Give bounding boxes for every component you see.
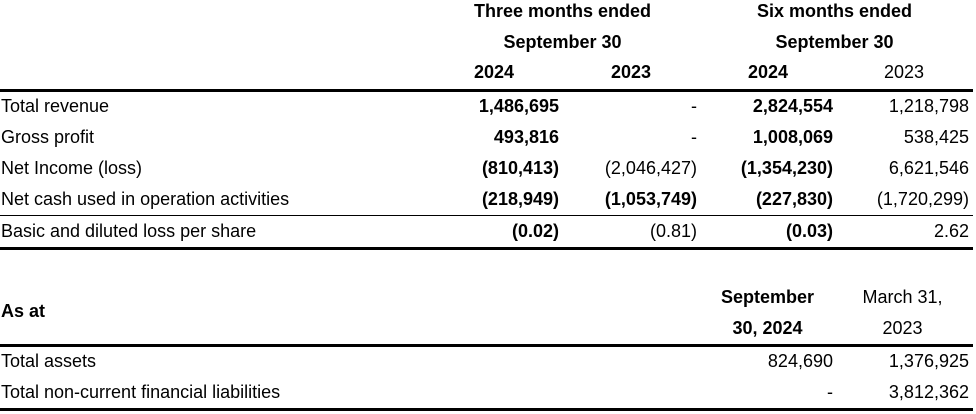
header-three-months-line1: Three months ended bbox=[473, 1, 652, 21]
cell-eps-3m-2024: (0.02) bbox=[511, 221, 559, 241]
cell-netincome-6m-2024: (1,354,230) bbox=[740, 158, 833, 178]
row-divider bbox=[0, 215, 973, 216]
row-label-gross-profit: Gross profit bbox=[1, 127, 95, 147]
row-label-total-assets: Total assets bbox=[1, 351, 97, 371]
cell-eps-3m-2023: (0.81) bbox=[649, 221, 697, 241]
cell-netcash-3m-2024: (218,949) bbox=[481, 189, 559, 209]
cell-netincome-3m-2023: (2,046,427) bbox=[604, 158, 697, 178]
cell-gross-6m-2023: 538,425 bbox=[903, 127, 969, 147]
header-mar-2023-line1: March 31, bbox=[862, 287, 943, 307]
row-label-net-cash: Net cash used in operation activities bbox=[1, 189, 290, 209]
header-mar-2023-line2: 2023 bbox=[882, 318, 923, 338]
as-at-label: As at bbox=[1, 301, 46, 321]
cell-revenue-3m-2023: - bbox=[691, 96, 697, 116]
year-6m-2024: 2024 bbox=[747, 62, 789, 82]
header-three-months-line2: September 30 bbox=[503, 32, 622, 52]
cell-gross-3m-2023: - bbox=[691, 127, 697, 147]
year-3m-2024: 2024 bbox=[473, 62, 515, 82]
header-sep-2024-line1: September bbox=[720, 287, 815, 307]
bottom-header-rule bbox=[0, 344, 973, 347]
header-six-months-line1: Six months ended bbox=[756, 1, 913, 21]
year-3m-2023: 2023 bbox=[610, 62, 652, 82]
cell-eps-6m-2023: 2.62 bbox=[933, 221, 969, 241]
cell-netincome-6m-2023: 6,621,546 bbox=[888, 158, 969, 178]
cell-liabilities-sep-2024: - bbox=[827, 382, 833, 402]
cell-netcash-6m-2024: (227,830) bbox=[755, 189, 833, 209]
cell-netcash-3m-2023: (1,053,749) bbox=[604, 189, 697, 209]
cell-assets-mar-2023: 1,376,925 bbox=[888, 351, 969, 371]
cell-revenue-6m-2023: 1,218,798 bbox=[888, 96, 969, 116]
cell-liabilities-mar-2023: 3,812,362 bbox=[888, 382, 969, 402]
year-6m-2023: 2023 bbox=[883, 62, 925, 82]
cell-revenue-6m-2024: 2,824,554 bbox=[752, 96, 833, 116]
header-six-months-line2: September 30 bbox=[775, 32, 894, 52]
bottom-table-rule bbox=[0, 408, 973, 411]
header-sep-2024-line2: 30, 2024 bbox=[732, 318, 803, 338]
cell-eps-6m-2024: (0.03) bbox=[785, 221, 833, 241]
table-bottom-rule bbox=[0, 247, 973, 250]
row-label-total-revenue: Total revenue bbox=[1, 96, 110, 116]
cell-netcash-6m-2023: (1,720,299) bbox=[876, 189, 969, 209]
header-rule bbox=[0, 89, 973, 92]
cell-netincome-3m-2024: (810,413) bbox=[481, 158, 559, 178]
row-label-loss-per-share: Basic and diluted loss per share bbox=[1, 221, 257, 241]
cell-revenue-3m-2024: 1,486,695 bbox=[478, 96, 559, 116]
cell-gross-3m-2024: 493,816 bbox=[493, 127, 559, 147]
cell-gross-6m-2024: 1,008,069 bbox=[752, 127, 833, 147]
row-label-noncurrent-liabilities: Total non-current financial liabilities bbox=[1, 382, 281, 402]
row-label-net-income: Net Income (loss) bbox=[1, 158, 143, 178]
cell-assets-sep-2024: 824,690 bbox=[767, 351, 833, 371]
